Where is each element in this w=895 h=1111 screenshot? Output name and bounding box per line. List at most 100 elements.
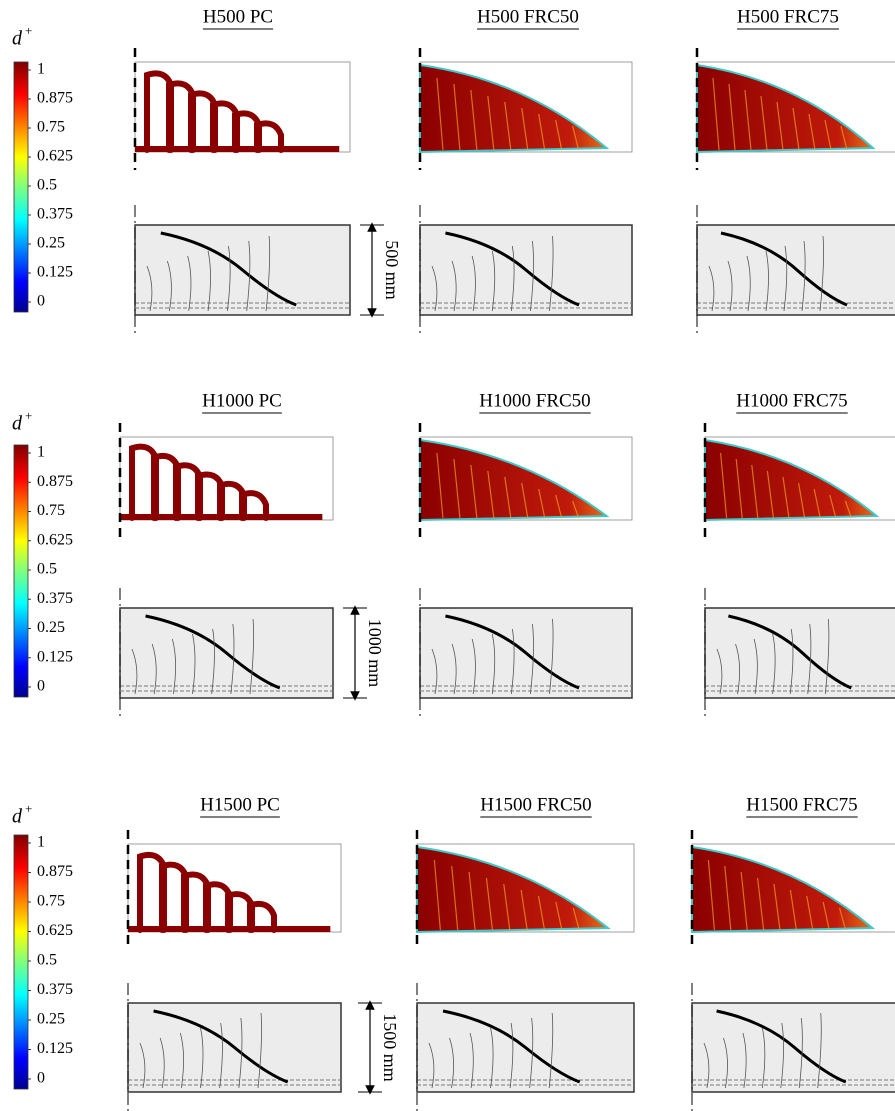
colorbar-tick-label: 1 <box>37 834 45 851</box>
minor-crack <box>509 1022 514 1089</box>
damage-streak <box>744 89 752 151</box>
minor-crack <box>249 618 254 695</box>
minor-crack <box>817 1012 822 1089</box>
colorbar-tick-label: 0.375 <box>37 590 73 607</box>
colorbar-tick-label: 0 <box>37 678 45 695</box>
minor-crack <box>753 638 758 695</box>
damage-streak <box>792 107 800 151</box>
damage-streak <box>485 877 494 931</box>
minor-crack <box>530 240 534 312</box>
panel-title: H1500 FRC75 <box>746 794 857 815</box>
damage-streak <box>555 119 563 151</box>
colorbar-tick-label: 1 <box>37 444 45 461</box>
colorbar <box>13 444 29 698</box>
minor-crack <box>807 623 812 695</box>
minor-crack <box>801 240 806 312</box>
colorbar-tick-label: 1 <box>37 61 45 78</box>
minor-crack <box>131 648 138 695</box>
minor-crack <box>780 1022 784 1089</box>
colorbar-tick-label: 0.25 <box>37 1011 65 1028</box>
damage-streak <box>537 895 546 931</box>
damage-streak <box>521 482 529 519</box>
crack-beam <box>704 607 895 699</box>
colorbar-tick-label: 0.875 <box>37 473 73 490</box>
minor-crack <box>451 643 457 695</box>
damage-streak <box>751 464 759 519</box>
minor-crack <box>227 245 231 312</box>
minor-crack <box>708 265 715 312</box>
minor-crack <box>783 245 788 312</box>
damage-streak <box>504 101 512 151</box>
panel-title: H500 FRC75 <box>737 6 839 27</box>
minor-crack <box>798 1017 803 1089</box>
colorbar-tick-label: 0.625 <box>37 531 73 548</box>
minor-crack <box>230 623 235 695</box>
main-crack <box>445 614 580 690</box>
main-crack <box>442 1009 581 1084</box>
damage-streak <box>436 452 444 519</box>
panel-title: H1500 FRC50 <box>480 794 591 815</box>
dimension-label: 1000 mm <box>365 619 385 688</box>
minor-crack <box>200 1027 204 1089</box>
colorbar-tick-label: 0.75 <box>37 502 65 519</box>
panel-title: H1500 PC <box>200 794 280 815</box>
damage-streak <box>844 500 852 519</box>
damage-streak <box>504 476 512 519</box>
damage-streak <box>840 125 848 151</box>
damage-streak <box>468 871 476 931</box>
damage-streak <box>735 458 743 519</box>
damage-streak <box>789 889 797 931</box>
damage-streak <box>707 859 715 931</box>
minor-crack <box>530 623 534 695</box>
colorbar-tick-label: 0.75 <box>37 119 65 136</box>
minor-crack <box>491 250 496 312</box>
damage-streak <box>572 907 580 931</box>
damage-streak <box>798 482 806 519</box>
minor-crack <box>265 235 271 312</box>
damage-streak <box>538 113 546 151</box>
minor-crack <box>742 1032 747 1089</box>
damage-streak <box>782 476 790 519</box>
minor-crack <box>159 1037 165 1089</box>
minor-crack <box>789 628 794 695</box>
minor-crack <box>471 255 476 312</box>
main-crack <box>160 231 297 307</box>
damage-zone <box>696 63 876 154</box>
damage-streak <box>824 119 832 151</box>
damage-base <box>135 146 340 152</box>
damage-streak <box>436 77 444 151</box>
minor-crack <box>727 260 733 312</box>
panel-title: H1000 FRC75 <box>736 390 847 411</box>
minor-crack <box>735 643 741 695</box>
main-crack <box>720 231 848 307</box>
minor-crack <box>549 618 554 695</box>
colorbar-label: d <box>12 413 23 435</box>
dimension-label: 1500 mm <box>380 1013 400 1082</box>
colorbar <box>13 61 29 313</box>
damage-streak <box>808 113 816 151</box>
damage-streak <box>538 488 546 519</box>
damage-streak <box>503 883 511 931</box>
damage-streak <box>712 77 720 151</box>
damage-zone <box>419 63 610 154</box>
damage-base <box>128 926 331 932</box>
panel-title: H500 FRC50 <box>477 6 579 27</box>
colorbar-tick-label: 0.625 <box>37 922 73 939</box>
colorbar-tick-label: 0.375 <box>37 981 73 998</box>
minor-crack <box>772 633 776 695</box>
main-crack <box>153 1009 289 1084</box>
damage-base <box>120 514 323 520</box>
damage-zone <box>419 438 610 522</box>
damage-streak <box>572 125 580 151</box>
damage-streak <box>822 901 830 931</box>
minor-crack <box>703 1042 710 1089</box>
minor-crack <box>431 648 438 695</box>
damage-streak <box>521 107 529 151</box>
main-crack <box>716 1009 847 1084</box>
minor-crack <box>510 628 515 695</box>
minor-crack <box>192 633 196 695</box>
damage-band <box>254 120 284 153</box>
minor-crack <box>819 235 824 312</box>
